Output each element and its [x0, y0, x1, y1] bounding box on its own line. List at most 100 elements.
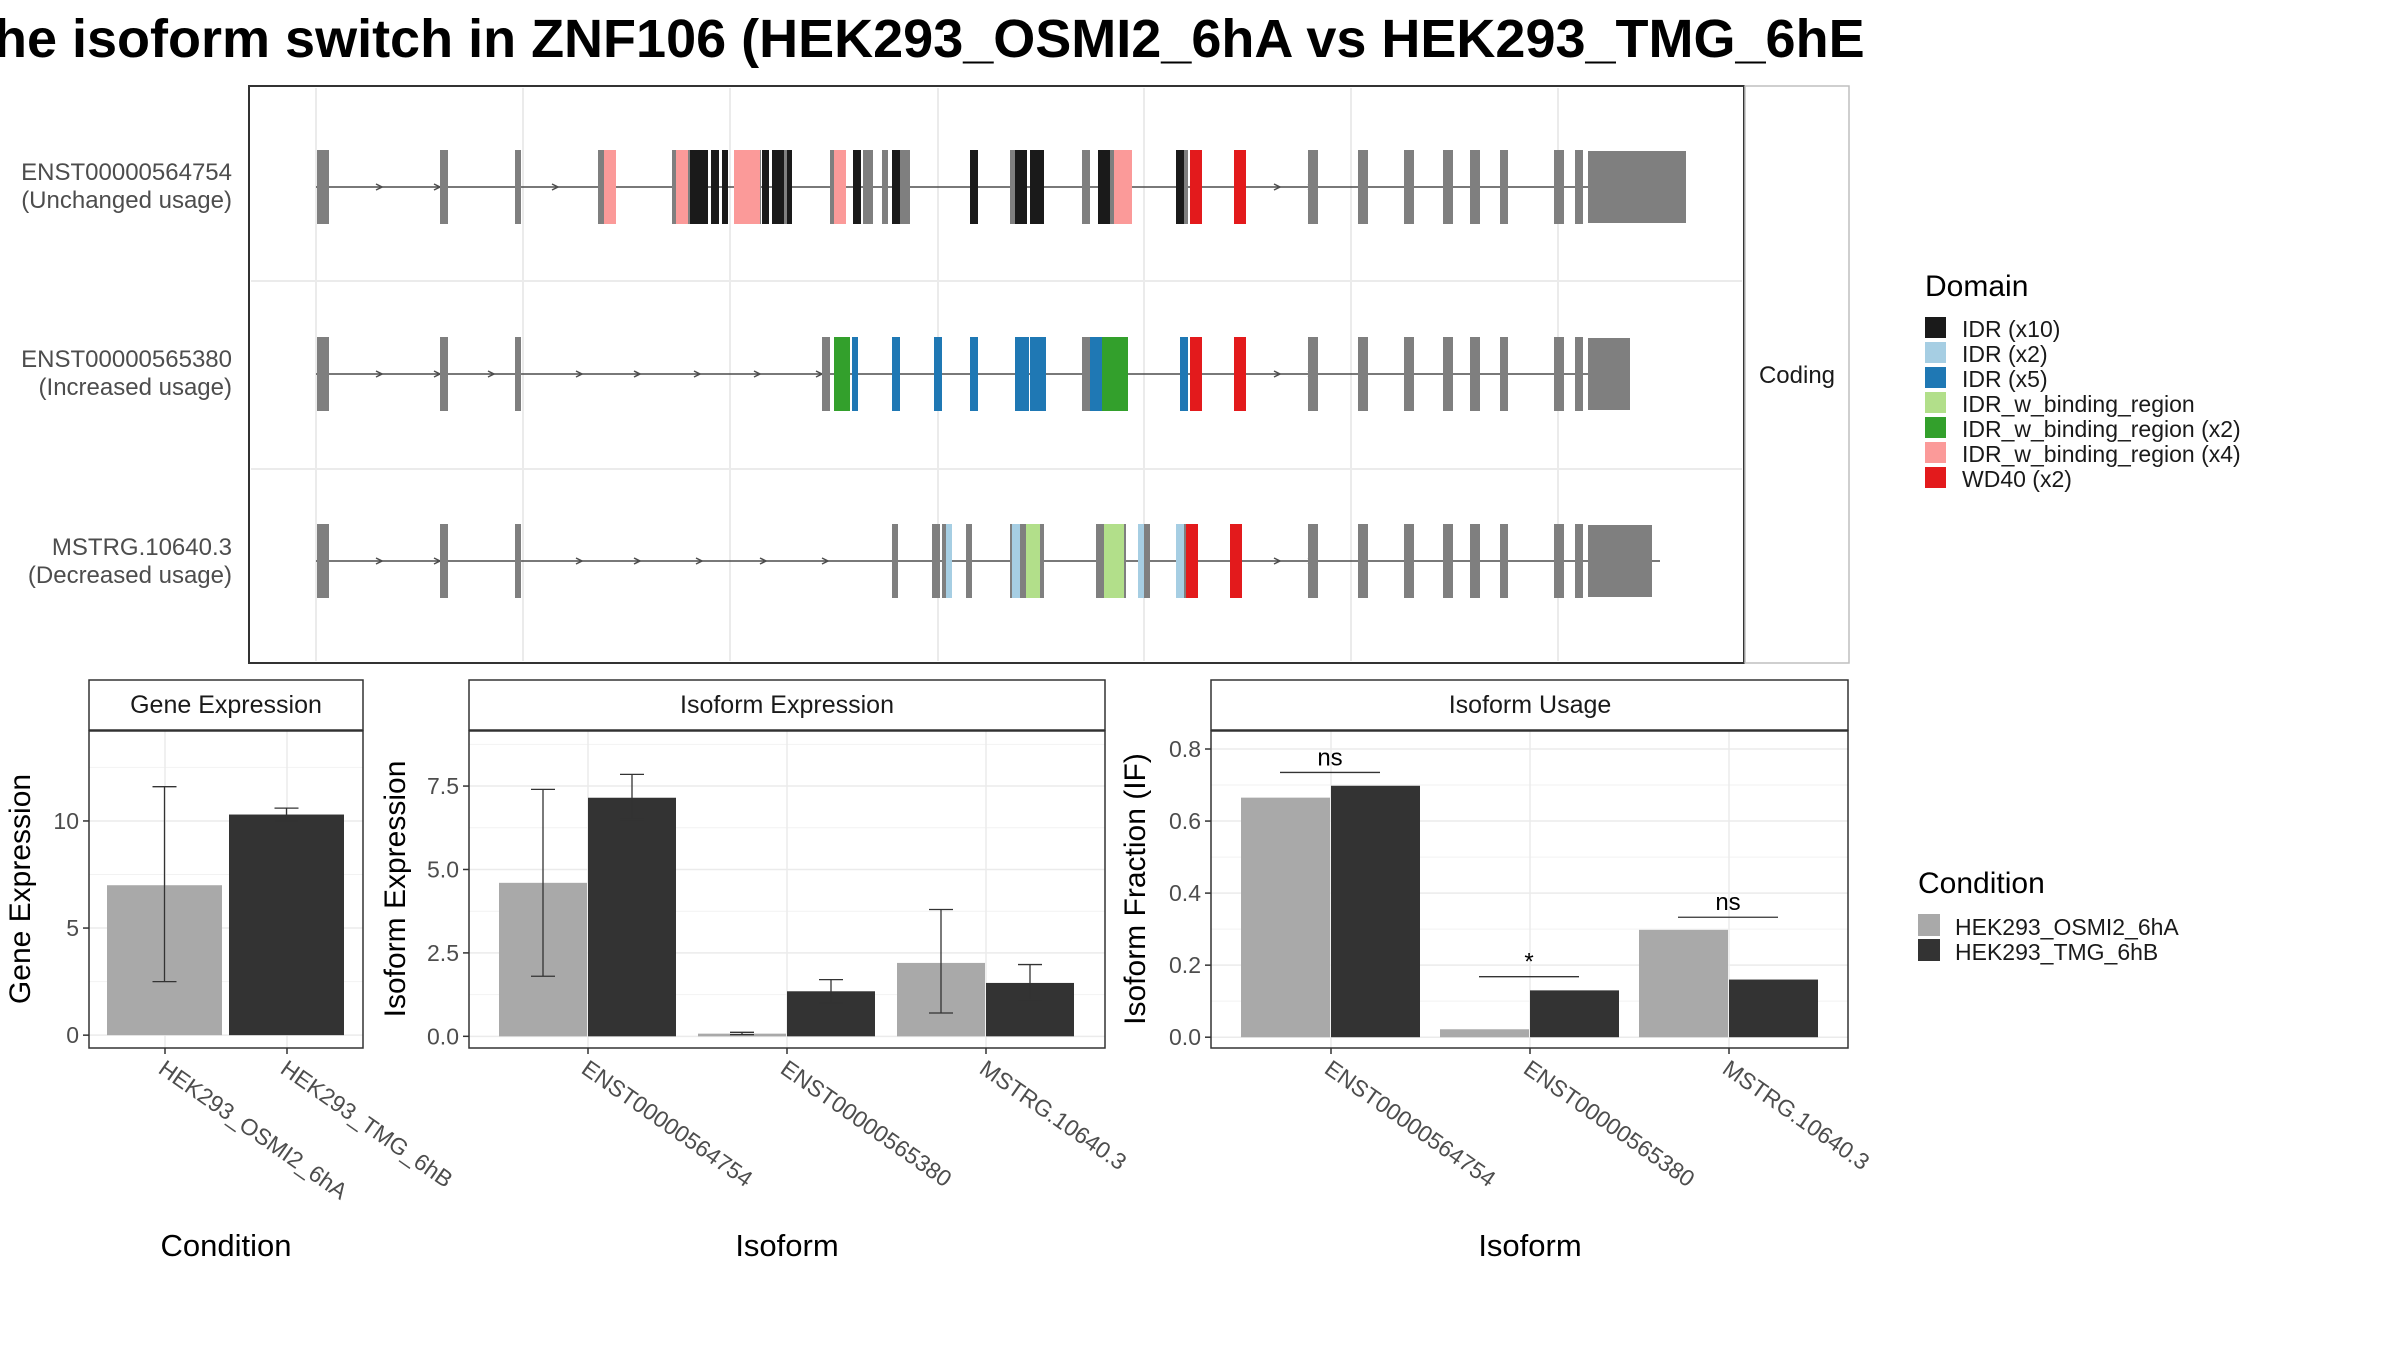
- transcript-label-usage: (Decreased usage): [28, 562, 232, 589]
- isoform-expression-panel: Isoform Expression 0.0 2.5 5.0 7.5 ENST00000…: [379, 679, 1131, 1263]
- y-tick-label: 0.2: [1169, 952, 1201, 978]
- legend-swatch: [1925, 392, 1946, 413]
- panel-title: Isoform Usage: [1449, 691, 1612, 719]
- legend-swatch: [1925, 342, 1946, 363]
- protein-domain: [1230, 524, 1242, 598]
- y-tick-label: 5: [66, 915, 79, 941]
- y-tick-label: 5.0: [427, 856, 459, 882]
- legend-swatch: [1925, 367, 1946, 388]
- exon: [900, 150, 910, 224]
- legend-swatch: [1918, 939, 1940, 961]
- exon: [1308, 150, 1318, 224]
- utr-exon: [1588, 525, 1652, 597]
- protein-domain: [762, 150, 769, 224]
- exon: [317, 524, 329, 598]
- transcript-track: [316, 150, 1686, 224]
- exon: [1470, 150, 1480, 224]
- x-axis-title: Isoform: [1478, 1228, 1581, 1263]
- legend-label: IDR_w_binding_region: [1962, 391, 2195, 417]
- protein-domain: [1090, 337, 1102, 411]
- exon: [1082, 337, 1090, 411]
- transcript-label-id: MSTRG.10640.3: [52, 534, 232, 561]
- strand-arrow: [695, 557, 704, 565]
- exon: [1358, 150, 1368, 224]
- x-tick-label: ENST00000564754: [577, 1055, 758, 1192]
- strand-arrow: [487, 370, 496, 378]
- y-tick-label: 0.8: [1169, 736, 1201, 762]
- panel-strip: [468, 679, 1106, 731]
- protein-domain: [690, 150, 702, 224]
- exon: [782, 150, 788, 224]
- exon: [892, 524, 898, 598]
- protein-domain: [1098, 150, 1110, 224]
- exon: [515, 524, 521, 598]
- exon: [1500, 524, 1508, 598]
- gene-expression-panel: Gene Expression 0510HEK293_OSMI2_6hAHEK2…: [4, 679, 458, 1263]
- exon: [1500, 150, 1508, 224]
- protein-domain: [946, 524, 952, 598]
- exon: [1308, 337, 1318, 411]
- protein-domain: [1190, 150, 1202, 224]
- protein-domain: [892, 150, 900, 224]
- exon: [1082, 150, 1090, 224]
- facet-label: Coding: [1759, 362, 1835, 389]
- legend-label: IDR (x5): [1962, 366, 2048, 392]
- strand-arrow: [551, 183, 560, 191]
- protein-domain: [1104, 524, 1124, 598]
- strand-arrow: [1273, 370, 1282, 378]
- exon: [1554, 337, 1564, 411]
- protein-domain: [1026, 524, 1040, 598]
- exon: [440, 524, 448, 598]
- strand-arrow: [693, 370, 702, 378]
- condition-legend: Condition HEK293_OSMI2_6hA HEK293_TMG_6h…: [1918, 867, 2179, 965]
- exon: [830, 150, 834, 224]
- y-axis-title: Gene Expression: [4, 774, 37, 1004]
- protein-domain: [702, 150, 708, 224]
- y-tick-label: 0.4: [1169, 880, 1201, 906]
- exon: [440, 337, 448, 411]
- exon: [1308, 524, 1318, 598]
- x-axis-title: Isoform: [735, 1228, 838, 1263]
- bar: [1639, 929, 1728, 1038]
- strand-arrow: [821, 557, 830, 565]
- protein-domain: [1176, 524, 1184, 598]
- significance-label: ns: [1715, 889, 1740, 916]
- y-tick-label: 10: [53, 808, 79, 834]
- strand-arrow: [375, 557, 384, 565]
- protein-domain: [852, 337, 858, 411]
- exon: [863, 150, 873, 224]
- domain-legend: Domain IDR (x10) IDR (x2) IDR (x5) IDR_w…: [1925, 270, 2241, 492]
- legend-label: WD40 (x2): [1962, 466, 2072, 492]
- exon: [932, 524, 940, 598]
- panel-strip: [1210, 679, 1849, 731]
- transcript-label-id: ENST00000564754: [21, 159, 232, 186]
- exon: [1142, 524, 1150, 598]
- transcript-label-usage: (Increased usage): [39, 374, 232, 401]
- legend-label: IDR (x2): [1962, 341, 2048, 367]
- protein-domain: [1012, 524, 1020, 598]
- protein-domain: [1126, 150, 1132, 224]
- protein-domain: [1138, 524, 1144, 598]
- transcript-track: [316, 337, 1630, 411]
- exon: [1358, 524, 1368, 598]
- bar: [1530, 990, 1619, 1038]
- protein-domain: [834, 150, 846, 224]
- protein-domain: [834, 337, 850, 411]
- condition-legend-title: Condition: [1918, 867, 2045, 900]
- significance-label: *: [1524, 949, 1533, 976]
- bar: [588, 797, 676, 1037]
- exon: [822, 337, 830, 411]
- exon: [1470, 524, 1480, 598]
- y-tick-label: 7.5: [427, 773, 459, 799]
- y-tick-label: 0.6: [1169, 808, 1201, 834]
- gene-structure-panel: Coding ENST00000564754 (Unchanged usage)…: [21, 85, 1850, 664]
- legend-label: IDR_w_binding_region (x4): [1962, 441, 2241, 467]
- legend-swatch: [1918, 914, 1940, 936]
- panel-border: [88, 730, 364, 1049]
- legend-swatch: [1925, 467, 1946, 488]
- strand-arrow: [1273, 183, 1282, 191]
- exon: [1554, 150, 1564, 224]
- legend-label: HEK293_OSMI2_6hA: [1955, 914, 2179, 940]
- x-tick-label: ENST00000565380: [1519, 1055, 1699, 1192]
